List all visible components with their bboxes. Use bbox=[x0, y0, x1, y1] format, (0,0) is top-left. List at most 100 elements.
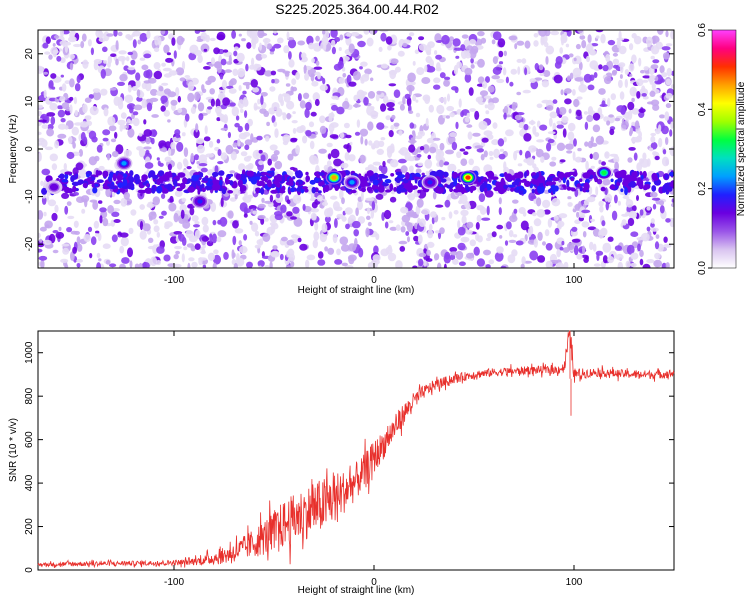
spectrogram-cell bbox=[251, 57, 255, 67]
y-tick-label: 1000 bbox=[24, 341, 35, 364]
spectrogram-cell bbox=[201, 236, 210, 242]
spectrogram-cell bbox=[529, 78, 537, 83]
spectrogram-cell bbox=[517, 66, 521, 75]
spectrogram-cell bbox=[117, 81, 125, 86]
spectrogram-cell bbox=[57, 109, 66, 118]
spectrogram-cell bbox=[592, 124, 601, 133]
spectrogram-cell bbox=[238, 132, 247, 140]
spectrogram-cell bbox=[322, 30, 326, 35]
spectrogram-cell bbox=[565, 43, 570, 48]
spectrogram-cell bbox=[340, 244, 350, 252]
spectrogram-cell bbox=[587, 34, 592, 44]
spectrogram-cell bbox=[353, 229, 360, 237]
spectrogram-cell bbox=[357, 216, 366, 224]
spectrogram-cell bbox=[38, 255, 48, 261]
spectrogram-cell bbox=[184, 75, 191, 78]
spectrogram-cell bbox=[296, 126, 305, 134]
spectrogram-cell bbox=[365, 167, 370, 171]
spectrogram-band-cell bbox=[288, 177, 294, 184]
spectrogram-cell bbox=[358, 247, 364, 258]
spectrogram-cell bbox=[355, 207, 359, 216]
spectrogram-cell bbox=[606, 120, 611, 126]
y-tick-label: 0 bbox=[24, 146, 35, 152]
spectrogram-cell bbox=[465, 146, 472, 150]
spectrogram-cell bbox=[316, 195, 323, 202]
spectrogram-band-cell bbox=[317, 190, 322, 194]
spectrogram-cell bbox=[283, 45, 290, 54]
spectrogram-cell bbox=[166, 52, 171, 56]
spectrogram-cell bbox=[479, 90, 489, 97]
spectrogram-cell bbox=[654, 241, 660, 250]
spectrogram-cell bbox=[456, 151, 462, 159]
spectrogram-band-cell bbox=[553, 185, 559, 192]
spectrogram-band-cell bbox=[531, 188, 535, 194]
spectrogram-cell bbox=[133, 104, 143, 111]
spectrogram-cell bbox=[114, 131, 118, 139]
spectrogram-cell bbox=[281, 93, 288, 97]
spectrogram-cell bbox=[477, 58, 485, 68]
spectrogram-cell bbox=[650, 218, 655, 224]
spectrogram-cell bbox=[315, 60, 320, 66]
spectrogram-band-cell bbox=[519, 187, 525, 191]
spectrogram-cell bbox=[505, 76, 509, 84]
spectrogram-cell bbox=[595, 135, 604, 145]
spectrogram-cell bbox=[167, 147, 172, 157]
spectrogram-cell bbox=[665, 137, 669, 145]
spectrogram-cell bbox=[261, 54, 268, 59]
spectrogram-cell bbox=[602, 255, 608, 264]
spectrogram-cell bbox=[230, 151, 237, 161]
spectrogram-cell bbox=[388, 83, 397, 87]
spectrogram-cell bbox=[240, 151, 248, 157]
spectrogram-cell bbox=[285, 265, 292, 268]
spectrogram-band-cell bbox=[227, 190, 234, 194]
spectrogram-cell bbox=[309, 155, 318, 165]
spectrogram-cell bbox=[662, 52, 670, 60]
y-tick-label: 10 bbox=[24, 95, 35, 107]
spectrogram-cell bbox=[292, 127, 297, 134]
spectrogram-cell bbox=[174, 245, 182, 250]
spectrogram-cell bbox=[207, 252, 215, 261]
spectrogram-cell bbox=[485, 110, 490, 115]
spectrogram-cell bbox=[288, 253, 296, 262]
spectrogram-band-cell bbox=[70, 175, 75, 183]
spectrogram-cell bbox=[661, 262, 667, 268]
spectrogram-cell bbox=[465, 229, 473, 235]
spectrogram-cell bbox=[592, 243, 597, 252]
spectrogram-cell bbox=[607, 97, 611, 107]
spectrogram-band-cell bbox=[117, 182, 124, 189]
spectrogram-cell bbox=[393, 89, 401, 98]
figure-title: S225.2025.364.00.44.R02 bbox=[275, 1, 439, 17]
spectrogram-cell bbox=[191, 261, 198, 268]
spectrogram-cell bbox=[222, 97, 231, 106]
spectrogram-cell bbox=[68, 136, 73, 145]
spectrogram-cell bbox=[188, 235, 198, 243]
spectrogram-cell bbox=[669, 146, 674, 157]
spectrogram-cell bbox=[102, 243, 111, 249]
spectrogram-band-cell bbox=[570, 177, 575, 182]
spectrogram-cell bbox=[642, 79, 649, 83]
spectrogram-cell bbox=[234, 46, 239, 51]
spectrogram-cell bbox=[532, 212, 537, 217]
spectrogram-cell bbox=[339, 132, 345, 139]
spectrogram-cell bbox=[146, 102, 153, 112]
spectrogram-cell bbox=[50, 116, 56, 125]
spectrogram-cell bbox=[119, 245, 125, 254]
spectrogram-cell bbox=[310, 212, 317, 221]
spectrogram-cell bbox=[498, 153, 506, 160]
spectrogram-cell bbox=[561, 116, 569, 123]
spectrogram-cell bbox=[426, 249, 431, 256]
spectrogram-cell bbox=[42, 42, 49, 49]
spectrogram-cell bbox=[163, 73, 172, 78]
spectrogram-cell bbox=[171, 37, 176, 46]
spectrogram-cell bbox=[460, 111, 464, 118]
spectrogram-band-cell bbox=[600, 186, 606, 192]
spectrogram-cell bbox=[267, 158, 273, 166]
spectrogram-cell bbox=[498, 50, 504, 58]
spectrogram-cell bbox=[460, 209, 469, 217]
spectrogram-cell bbox=[88, 94, 94, 99]
spectrogram-cell bbox=[461, 215, 467, 225]
spectrogram-cell bbox=[574, 77, 584, 82]
spectrogram-cell bbox=[209, 37, 216, 42]
spectrogram-cell bbox=[349, 141, 353, 146]
spectrogram-cell bbox=[360, 77, 364, 82]
